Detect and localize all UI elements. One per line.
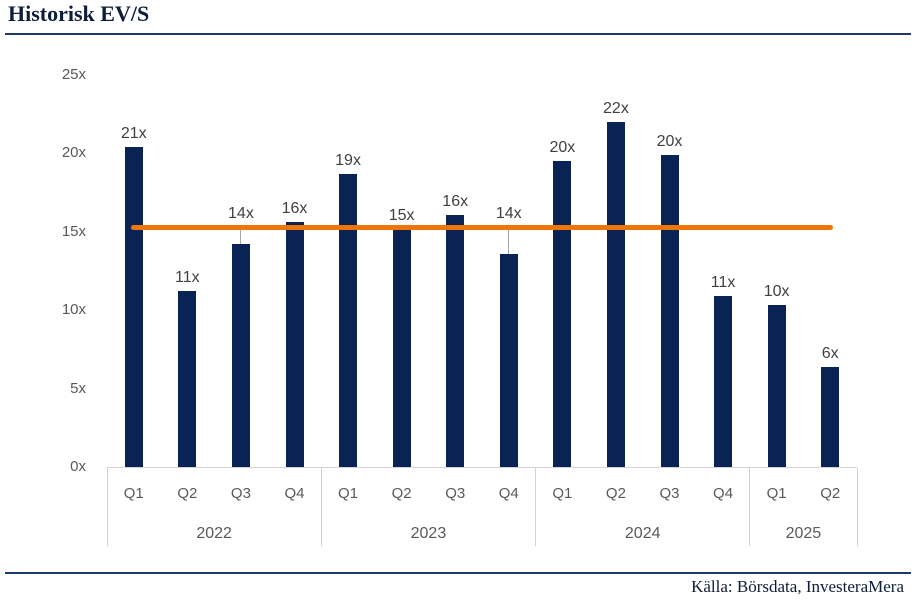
page-title: Historisk EV/S (8, 1, 150, 26)
axis-separator (749, 468, 751, 546)
bar-label-2025-Q2: 6x (821, 344, 839, 362)
bar-label-2024-Q2: 22x (603, 100, 629, 118)
bar-2024-Q3 (660, 154, 679, 467)
quarter-label-2023-Q4: Q4 (498, 485, 519, 502)
year-label-2025: 2025 (785, 525, 822, 542)
bar-2025-Q2 (821, 366, 840, 467)
bar-2023-Q3 (446, 214, 465, 467)
quarter-label-2024-Q2: Q2 (605, 485, 626, 502)
quarter-label-2024-Q3: Q3 (659, 485, 680, 502)
bar-2024-Q2 (606, 122, 625, 467)
bar-label-2022-Q1: 21x (120, 125, 147, 143)
bar-2023-Q1 (339, 173, 358, 467)
bar-2022-Q2 (178, 291, 197, 467)
bar-2023-Q2 (392, 228, 411, 467)
quarter-label-2022-Q1: Q1 (123, 485, 144, 502)
quarter-label-2023-Q2: Q2 (391, 485, 412, 502)
axis-separator (106, 468, 108, 546)
x-axis-line (107, 467, 857, 468)
year-label-2023: 2023 (410, 525, 447, 542)
bar-2022-Q4 (285, 222, 304, 467)
bar-label-2023-Q3: 16x (442, 192, 469, 210)
bar-2024-Q1 (553, 161, 572, 467)
quarter-label-2023-Q3: Q3 (445, 485, 466, 502)
bar-label-2024-Q1: 20x (549, 139, 576, 157)
source-attribution: Källa: Börsdata, InvesteraMera (691, 577, 904, 596)
label-leader-line-2023-Q4 (508, 230, 510, 254)
y-axis-tick-label: 25x (61, 66, 86, 83)
quarter-label-2022-Q2: Q2 (177, 485, 198, 502)
axis-separator (320, 468, 322, 546)
bar-label-2023-Q2: 15x (388, 206, 415, 224)
quarter-label-2024-Q4: Q4 (713, 485, 734, 502)
title-divider-line (5, 33, 911, 35)
y-axis-tick-label: 15x (61, 222, 86, 240)
quarter-label-2022-Q3: Q3 (230, 485, 251, 502)
bar-label-2022-Q4: 16x (281, 200, 308, 218)
bar-label-2025-Q1: 10x (763, 283, 790, 301)
footer-divider-line (5, 572, 911, 574)
bar-2022-Q1 (124, 147, 143, 467)
bar-2024-Q4 (714, 296, 733, 467)
year-label-2024: 2024 (624, 525, 661, 542)
bar-label-2024-Q3: 20x (656, 132, 683, 150)
bar-label-2022-Q3: 14x (228, 205, 254, 223)
bar-label-2024-Q4: 11x (710, 274, 736, 292)
quarter-label-2022-Q4: Q4 (284, 485, 305, 502)
axis-separator (856, 468, 858, 546)
bar-2023-Q4 (499, 253, 518, 467)
y-axis-tick-label: 20x (61, 144, 86, 162)
quarter-label-2025-Q1: Q1 (766, 485, 787, 502)
axis-separator (535, 468, 537, 546)
quarter-label-2023-Q1: Q1 (338, 485, 359, 502)
quarter-label-2025-Q2: Q2 (820, 485, 841, 502)
y-axis-tick-label: 0x (70, 458, 86, 475)
reference-line (131, 224, 833, 230)
year-label-2022: 2022 (196, 525, 232, 542)
bar-2022-Q3 (231, 244, 250, 467)
bar-2025-Q1 (767, 305, 786, 467)
label-leader-line-2022-Q3 (240, 230, 242, 245)
bar-label-2023-Q4: 14x (495, 205, 522, 223)
y-axis-tick-label: 5x (70, 379, 86, 397)
bar-label-2022-Q2: 11x (175, 269, 200, 287)
y-axis-tick-label: 10x (61, 301, 86, 319)
quarter-label-2024-Q1: Q1 (552, 485, 573, 502)
bar-label-2023-Q1: 19x (335, 151, 361, 169)
